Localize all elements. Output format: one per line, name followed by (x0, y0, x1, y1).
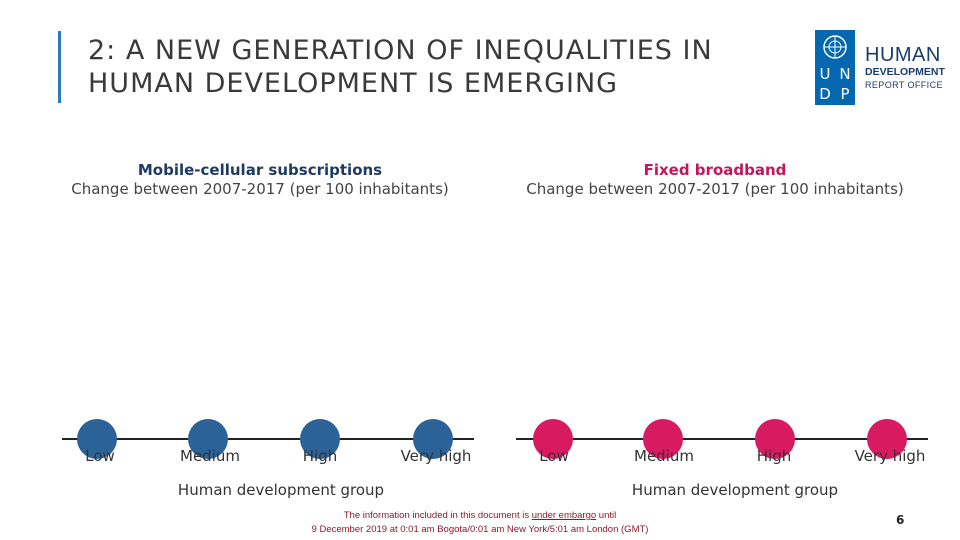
embargo-notice: The information included in this documen… (250, 509, 710, 537)
slide-title: 2: A NEW GENERATION OF INEQUALITIES IN H… (88, 34, 788, 100)
chart-1-tick-low: Low (85, 447, 115, 465)
chart-1-tick-very-high: Very high (400, 447, 472, 465)
logo-text-human: HUMAN (865, 44, 941, 66)
chart-2-marker-low (533, 419, 573, 459)
chart-1-tick-high: High (302, 447, 338, 465)
chart-1-xlabel: Human development group (177, 481, 385, 499)
chart-1-marker-very-high (413, 419, 453, 459)
title-line-2: HUMAN DEVELOPMENT IS EMERGING (88, 68, 619, 99)
chart-1-marker-low (77, 419, 117, 459)
chart-2-marker-high (755, 419, 795, 459)
embargo-underlined: under embargo (531, 510, 597, 521)
page-number: 6 (896, 513, 905, 527)
chart-2-xlabel: Human development group (631, 481, 839, 499)
chart-2-tick-low: Low (539, 447, 569, 465)
chart-2-tick-high: High (756, 447, 792, 465)
un-globe-icon (823, 35, 847, 59)
chart-2-marker-very-high (867, 419, 907, 459)
chart-1-title: Mobile-cellular subscriptions (137, 161, 383, 179)
chart-1-marker-high (300, 419, 340, 459)
title-line-1: 2: A NEW GENERATION OF INEQUALITIES IN (88, 35, 713, 66)
chart-2-marker-medium (643, 419, 683, 459)
chart-2-axis (516, 438, 928, 440)
embargo-line-2: 9 December 2019 at 0:01 am Bogota/0:01 a… (311, 524, 649, 535)
embargo-suffix: until (596, 510, 617, 521)
title-accent-bar (58, 31, 61, 103)
chart-2-subtitle: Change between 2007-2017 (per 100 inhabi… (526, 180, 904, 198)
chart-1-title-block: Mobile-cellular subscriptions Change bet… (40, 161, 480, 199)
chart-2-tick-medium: Medium (634, 447, 694, 465)
chart-1-axis (62, 438, 474, 440)
logo-letter-u: U (819, 65, 831, 83)
undp-emblem: U N D P (815, 30, 855, 105)
chart-1-subtitle: Change between 2007-2017 (per 100 inhabi… (71, 180, 449, 198)
chart-1-marker-medium (188, 419, 228, 459)
chart-2-tick-very-high: Very high (854, 447, 926, 465)
chart-1-tick-medium: Medium (180, 447, 240, 465)
embargo-prefix: The information included in this documen… (343, 510, 532, 521)
undp-logo: U N D P HUMAN DEVELOPMENT REPORT OFFICE (815, 30, 945, 105)
logo-letter-n: N (839, 65, 851, 83)
logo-text-development: DEVELOPMENT (865, 66, 945, 78)
chart-2-title: Fixed broadband (643, 161, 787, 179)
logo-text-report-office: REPORT OFFICE (865, 80, 943, 90)
chart-2-title-block: Fixed broadband Change between 2007-2017… (495, 161, 935, 199)
logo-letter-p: P (840, 85, 850, 103)
logo-letter-d: D (819, 85, 831, 103)
